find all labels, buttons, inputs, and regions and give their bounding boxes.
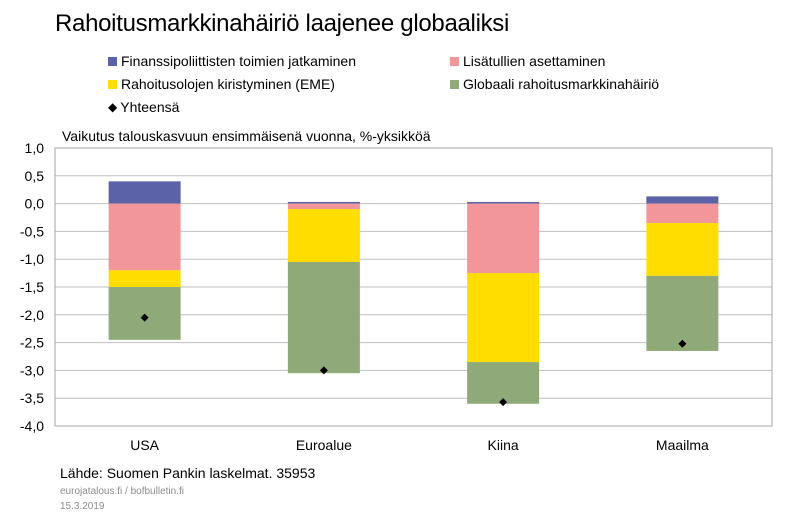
legend-swatch bbox=[108, 79, 117, 89]
y-tick-label: -1,5 bbox=[20, 279, 44, 295]
x-tick-label: Maailma bbox=[656, 437, 709, 453]
y-tick-label: -3,0 bbox=[20, 362, 44, 378]
source-note: Lähde: Suomen Pankin laskelmat. 35953 bbox=[60, 465, 316, 481]
legend-item-global-disruption: Globaali rahoitusmarkkinahäiriö bbox=[450, 76, 659, 92]
bar-tariffs bbox=[287, 203, 360, 210]
legend-label: Finanssipoliittisten toimien jatkaminen bbox=[121, 53, 356, 69]
chart-subtitle: Vaikutus talouskasvuun ensimmäisenä vuon… bbox=[62, 128, 431, 144]
legend-item-tariffs: Lisätullien asettaminen bbox=[450, 53, 605, 69]
bar-tariffs bbox=[467, 203, 540, 274]
bar-tariffs bbox=[108, 203, 181, 271]
total-marker bbox=[678, 339, 687, 348]
bar-global-disruption bbox=[646, 275, 719, 351]
legend-item-total: ◆ Yhteensä bbox=[108, 99, 179, 115]
bar-financial-policy bbox=[646, 196, 719, 204]
y-tick-label: -4,0 bbox=[20, 418, 44, 434]
y-tick-label: 0,5 bbox=[25, 168, 45, 184]
plot-border bbox=[54, 147, 773, 427]
bar-global-disruption bbox=[108, 287, 181, 340]
x-tick-label: USA bbox=[130, 437, 159, 453]
y-tick-label: -1,0 bbox=[20, 251, 44, 267]
legend-label: Globaali rahoitusmarkkinahäiriö bbox=[463, 76, 660, 92]
footer-site: eurojatalous.fi / bofbulletin.fi bbox=[60, 486, 184, 497]
total-marker bbox=[319, 366, 328, 375]
bar-eme-tightening bbox=[108, 270, 181, 287]
legend-label: Lisätullien asettaminen bbox=[463, 53, 606, 69]
legend-item-eme-tightening: Rahoitusolojen kiristyminen (EME) bbox=[108, 76, 335, 92]
legend-item-financial-policy: Finanssipoliittisten toimien jatkaminen bbox=[108, 53, 356, 69]
legend-swatch bbox=[108, 56, 117, 66]
legend-swatch bbox=[450, 56, 459, 66]
bar-financial-policy bbox=[467, 201, 540, 204]
y-tick-label: -0,5 bbox=[20, 223, 44, 239]
chart-title: Rahoitusmarkkinahäiriö laajenee globaali… bbox=[55, 10, 510, 37]
legend-swatch bbox=[450, 79, 459, 89]
y-tick-label: -3,5 bbox=[20, 390, 44, 406]
y-tick-label: 1,0 bbox=[25, 140, 45, 156]
x-tick-label: Euroalue bbox=[296, 437, 352, 453]
legend-label: Rahoitusolojen kiristyminen (EME) bbox=[121, 76, 335, 92]
bar-global-disruption bbox=[467, 362, 540, 404]
bar-financial-policy bbox=[287, 201, 360, 204]
bar-tariffs bbox=[646, 203, 719, 224]
y-tick-label: -2,5 bbox=[20, 335, 44, 351]
bar-financial-policy bbox=[108, 181, 181, 204]
legend-label: Yhteensä bbox=[120, 99, 180, 115]
bar-global-disruption bbox=[287, 261, 360, 374]
x-tick-label: Kiina bbox=[488, 437, 519, 453]
bar-eme-tightening bbox=[287, 209, 360, 262]
total-marker bbox=[499, 398, 508, 407]
bar-eme-tightening bbox=[646, 223, 719, 276]
y-tick-label: -2,0 bbox=[20, 307, 44, 323]
bar-eme-tightening bbox=[467, 273, 540, 363]
y-tick-label: 0,0 bbox=[25, 196, 45, 212]
footer-date: 15.3.2019 bbox=[60, 501, 105, 512]
total-marker bbox=[140, 313, 149, 322]
diamond-icon: ◆ bbox=[108, 100, 118, 114]
